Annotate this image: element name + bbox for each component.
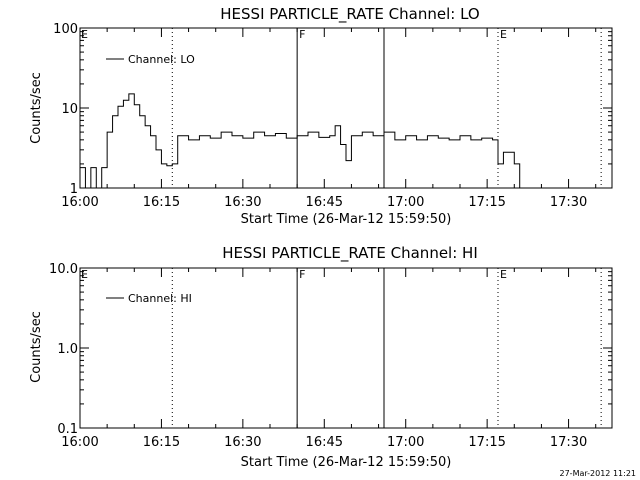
lo-series-line xyxy=(80,93,526,189)
hi-chart-title: HESSI PARTICLE_RATE Channel: HI xyxy=(222,244,478,263)
y-tick-label-0: 0.1 xyxy=(57,422,78,437)
lo-legend-entry: Channel: LO xyxy=(128,53,195,66)
y-tick-label-1: 1.0 xyxy=(57,342,78,357)
hi-x-axis-label: Start Time (26-Mar-12 15:59:50) xyxy=(241,455,452,470)
x-tick-label-5: 17:15 xyxy=(468,435,505,450)
lo-plot-frame xyxy=(79,27,613,189)
x-tick-label-6: 17:30 xyxy=(550,435,587,450)
hi-legend-entry: Channel: HI xyxy=(128,292,192,305)
time-marker-label-1: F xyxy=(299,28,305,41)
x-tick-label-1: 16:15 xyxy=(143,435,180,450)
x-tick-label-1: 16:15 xyxy=(143,195,180,210)
y-tick-label-2: 100 xyxy=(53,22,78,37)
timestamp-stamp: 27-Mar-2012 11:21 xyxy=(560,469,637,478)
y-tick-label-1: 10 xyxy=(61,102,78,117)
lo-corner-label: E xyxy=(81,28,88,41)
hi-channel-panel: HESSI PARTICLE_RATE Channel: HI Counts/s… xyxy=(29,244,613,470)
lo-chart-title: HESSI PARTICLE_RATE Channel: LO xyxy=(220,5,479,24)
x-tick-label-4: 17:00 xyxy=(387,195,424,210)
hi-y-axis-label: Counts/sec xyxy=(29,311,44,383)
lo-y-axis-label: Counts/sec xyxy=(29,72,44,144)
lo-channel-panel: HESSI PARTICLE_RATE Channel: LO Counts/s… xyxy=(29,5,613,227)
hi-x-ticks: 16:00 16:15 16:30 16:45 17:00 17:15 17:30 xyxy=(61,268,597,450)
y-tick-label-2: 10.0 xyxy=(49,262,78,277)
x-tick-label-0: 16:00 xyxy=(61,195,98,210)
hi-corner-label: E xyxy=(81,268,88,281)
x-tick-label-4: 17:00 xyxy=(387,435,424,450)
x-tick-label-3: 16:45 xyxy=(306,195,343,210)
x-tick-label-2: 16:30 xyxy=(224,435,261,450)
time-marker-label-1: F xyxy=(299,268,305,281)
lo-y-ticks: 1 10 100 xyxy=(53,22,612,197)
hi-y-ticks: 0.1 1.0 10.0 xyxy=(49,262,612,437)
x-tick-label-3: 16:45 xyxy=(306,435,343,450)
x-tick-label-5: 17:15 xyxy=(468,195,505,210)
x-tick-label-2: 16:30 xyxy=(224,195,261,210)
time-marker-label-3: E xyxy=(500,28,507,41)
x-tick-label-6: 17:30 xyxy=(550,195,587,210)
x-tick-label-0: 16:00 xyxy=(61,435,98,450)
time-marker-label-3: E xyxy=(500,268,507,281)
lo-x-ticks: 16:00 16:15 16:30 16:45 17:00 17:15 17:30 xyxy=(61,28,597,210)
lo-x-axis-label: Start Time (26-Mar-12 15:59:50) xyxy=(241,212,452,227)
y-tick-label-0: 1 xyxy=(70,182,78,197)
